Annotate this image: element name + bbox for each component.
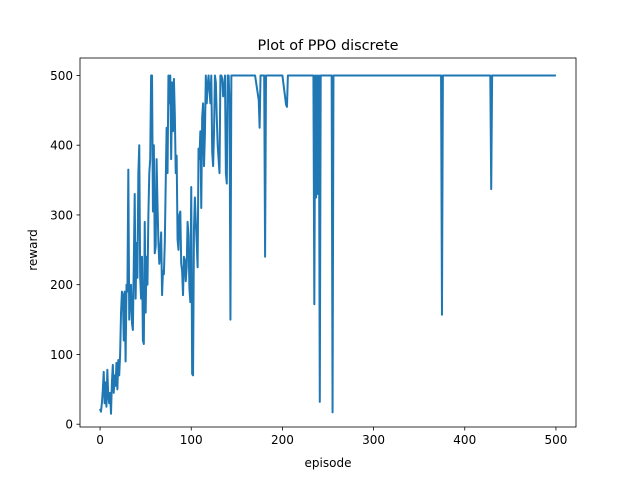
x-tick-label: 300 [362,433,385,447]
y-tick-label: 300 [50,208,73,222]
y-tick-label: 100 [50,348,73,362]
y-axis-label: reward [26,229,40,271]
chart-title: Plot of PPO discrete [258,38,399,54]
x-axis-label: episode [305,456,352,470]
x-axis-ticks: 0 100 200 300 400 500 [96,427,567,447]
x-tick-label: 400 [453,433,476,447]
y-axis-ticks: 0 100 200 300 400 500 [50,69,80,432]
plot-area [79,57,577,428]
y-tick-label: 0 [65,418,73,432]
series-line-0 [99,74,556,415]
axes-frame [79,57,577,428]
y-tick-label: 400 [50,139,73,153]
y-tick-label: 500 [50,69,73,83]
y-tick-label: 200 [50,278,73,292]
x-tick-label: 0 [96,433,104,447]
x-tick-label: 100 [180,433,203,447]
x-tick-label: 200 [271,433,294,447]
x-tick-label: 500 [544,433,567,447]
